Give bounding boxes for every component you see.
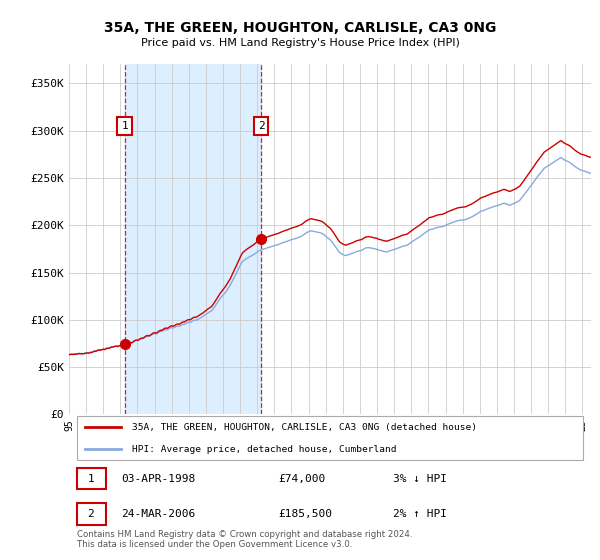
Text: 1: 1 bbox=[121, 121, 128, 131]
Text: 2% ↑ HPI: 2% ↑ HPI bbox=[392, 509, 446, 519]
Text: 2: 2 bbox=[88, 509, 94, 519]
Text: 2: 2 bbox=[258, 121, 265, 131]
Text: 3% ↓ HPI: 3% ↓ HPI bbox=[392, 474, 446, 484]
FancyBboxPatch shape bbox=[77, 468, 106, 489]
Text: 35A, THE GREEN, HOUGHTON, CARLISLE, CA3 0NG (detached house): 35A, THE GREEN, HOUGHTON, CARLISLE, CA3 … bbox=[131, 423, 476, 432]
Text: 03-APR-1998: 03-APR-1998 bbox=[121, 474, 196, 484]
Text: 24-MAR-2006: 24-MAR-2006 bbox=[121, 509, 196, 519]
FancyBboxPatch shape bbox=[77, 503, 106, 525]
Text: Contains HM Land Registry data © Crown copyright and database right 2024.
This d: Contains HM Land Registry data © Crown c… bbox=[77, 530, 412, 549]
Text: £74,000: £74,000 bbox=[278, 474, 325, 484]
Bar bbox=[125, 64, 261, 414]
Text: £185,500: £185,500 bbox=[278, 509, 332, 519]
Text: HPI: Average price, detached house, Cumberland: HPI: Average price, detached house, Cumb… bbox=[131, 445, 396, 454]
Text: Price paid vs. HM Land Registry's House Price Index (HPI): Price paid vs. HM Land Registry's House … bbox=[140, 38, 460, 48]
FancyBboxPatch shape bbox=[77, 416, 583, 460]
Text: 1: 1 bbox=[88, 474, 94, 484]
Text: 35A, THE GREEN, HOUGHTON, CARLISLE, CA3 0NG: 35A, THE GREEN, HOUGHTON, CARLISLE, CA3 … bbox=[104, 21, 496, 35]
